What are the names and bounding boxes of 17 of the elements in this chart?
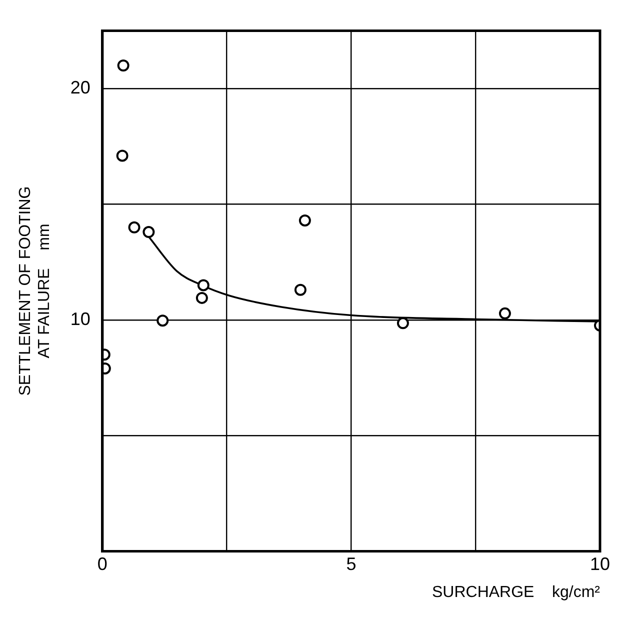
y-axis-title: SETTLEMENT OF FOOTING AT FAILURE mm (17, 186, 54, 396)
x-tick-label: 10 (590, 554, 610, 574)
point (156, 314, 169, 327)
point (396, 317, 409, 330)
x-axis-title: SURCHARGE kg/cm² (432, 584, 601, 601)
point (197, 279, 210, 292)
point (298, 214, 311, 226)
y-tick-label: 20 (70, 78, 90, 98)
point (498, 307, 511, 320)
x-tick-label: 5 (346, 554, 356, 574)
x-tick-label: 0 (97, 554, 108, 574)
point (294, 284, 306, 296)
point (128, 221, 140, 234)
point (117, 59, 130, 72)
point (142, 226, 155, 238)
point (116, 150, 128, 162)
point (196, 292, 208, 304)
